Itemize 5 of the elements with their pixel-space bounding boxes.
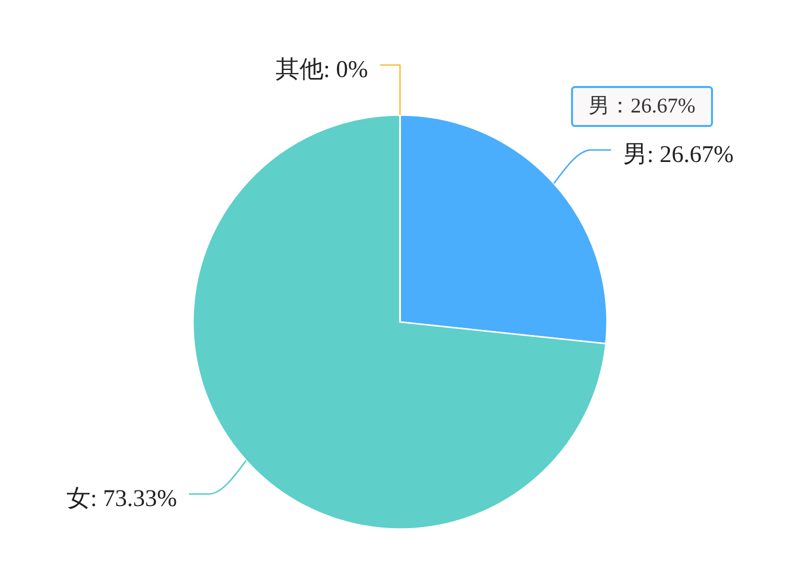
category-label: 其他: 0% — [275, 57, 368, 83]
pie-slice — [192, 114, 607, 530]
text: 男：26.67% — [588, 94, 696, 118]
slice-label: 男: 26.67% — [623, 142, 734, 168]
slice-label: 女: 73.33% — [66, 486, 177, 512]
